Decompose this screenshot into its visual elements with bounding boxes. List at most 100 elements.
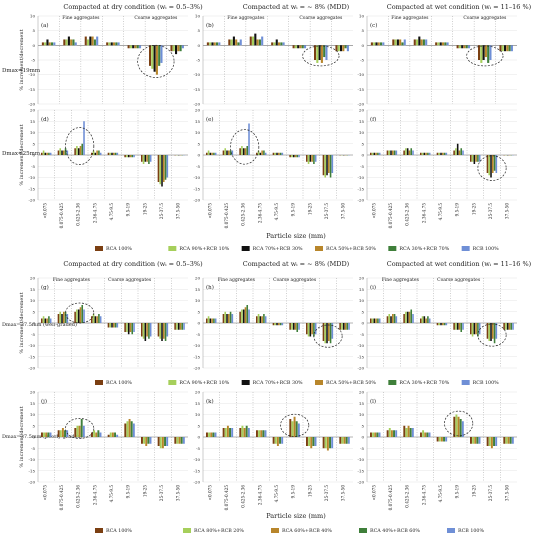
bar <box>330 323 332 343</box>
bar <box>265 316 267 323</box>
bar <box>414 39 416 45</box>
bar <box>46 153 48 155</box>
y-tick-label: 20 <box>195 390 201 395</box>
coarse-aggregates-label: Coarse aggregates <box>463 15 507 21</box>
x-tick-label: 0.075-0.425 <box>388 485 393 511</box>
legend-swatch <box>359 528 367 533</box>
legend-swatch <box>95 380 103 385</box>
bar <box>376 433 378 438</box>
bar <box>224 148 226 155</box>
bar <box>243 310 245 324</box>
bar <box>282 153 284 155</box>
bar <box>143 323 145 339</box>
bar <box>425 319 427 324</box>
bar <box>223 151 225 156</box>
bar <box>324 323 326 343</box>
bar <box>241 426 243 437</box>
y-tick-label: -5 <box>196 164 200 169</box>
y-tick-label: 20 <box>195 276 201 281</box>
bar <box>396 316 398 323</box>
bar <box>510 323 512 330</box>
bar <box>175 45 177 54</box>
x-tick-label: 2.36-4.75 <box>92 485 97 505</box>
bar <box>154 45 156 71</box>
bar <box>420 153 422 155</box>
bar <box>483 45 485 60</box>
bar <box>116 435 118 437</box>
bar <box>299 45 301 48</box>
bar <box>446 323 448 325</box>
bar <box>111 323 113 328</box>
bar <box>80 146 82 155</box>
bar <box>163 155 165 182</box>
bar <box>72 39 74 45</box>
bar <box>117 323 119 328</box>
bar <box>208 316 210 323</box>
x-tick-label: 4.75-9.5 <box>438 203 443 221</box>
bar <box>58 430 60 437</box>
bar <box>239 312 241 323</box>
bar <box>295 45 297 48</box>
bar <box>472 437 474 444</box>
bar <box>96 37 98 46</box>
fine-aggregates-label: Fine aggregates <box>62 15 100 21</box>
bar <box>444 323 446 325</box>
x-tick-label: 0.425-2.36 <box>405 203 410 226</box>
panel-tag: (d) <box>41 116 49 123</box>
bar <box>296 323 298 332</box>
bar <box>494 155 496 171</box>
bar <box>348 437 350 444</box>
bar <box>215 319 217 324</box>
bar <box>291 421 293 437</box>
bar <box>139 45 141 48</box>
bar <box>241 310 243 324</box>
y-tick-label: -20 <box>194 102 201 107</box>
bar <box>323 45 325 57</box>
bar <box>388 151 390 156</box>
bar <box>346 323 348 330</box>
bar <box>392 314 394 323</box>
legend-label: RCA 100% <box>106 246 132 252</box>
y-tick-label: -5 <box>31 58 35 63</box>
bar <box>66 39 68 45</box>
xlabel-top: Particle size (mm) <box>266 232 326 240</box>
bar <box>145 323 147 341</box>
bar <box>316 45 318 63</box>
bar <box>100 153 102 155</box>
bar <box>274 153 276 155</box>
legend-middle: RCA 100%RCA 90%+RCB 10%RCA 70%+RCB 30%RC… <box>95 380 499 386</box>
bar <box>110 433 112 438</box>
bar <box>470 155 472 162</box>
bar <box>424 433 426 438</box>
bar <box>495 437 497 446</box>
y-tick-label: -10 <box>358 175 365 180</box>
bar <box>459 323 461 330</box>
bar <box>278 323 280 325</box>
bar <box>137 45 139 48</box>
bar <box>89 37 91 46</box>
x-tick-label: <0.075 <box>42 203 47 219</box>
x-tick-label: 0.075-0.425 <box>224 203 229 229</box>
bar <box>459 45 461 48</box>
bar <box>298 424 300 438</box>
bar <box>129 419 131 437</box>
legend-swatch <box>242 246 250 251</box>
bar <box>393 430 395 437</box>
bar <box>231 39 233 45</box>
y-tick-label: 10 <box>30 14 36 19</box>
bar <box>263 314 265 323</box>
bar <box>176 323 178 330</box>
bar <box>480 45 482 63</box>
bar <box>296 421 298 437</box>
bar <box>462 323 464 330</box>
x-tick-label: 25-37.5 <box>488 203 493 219</box>
y-tick-label: 0 <box>32 43 35 48</box>
highlight-circle <box>231 130 259 165</box>
bar <box>435 42 437 45</box>
x-tick-label: 37.5-50 <box>341 485 346 501</box>
bar <box>257 39 259 45</box>
bar <box>281 437 283 444</box>
bar <box>161 323 163 341</box>
bar <box>296 155 298 157</box>
